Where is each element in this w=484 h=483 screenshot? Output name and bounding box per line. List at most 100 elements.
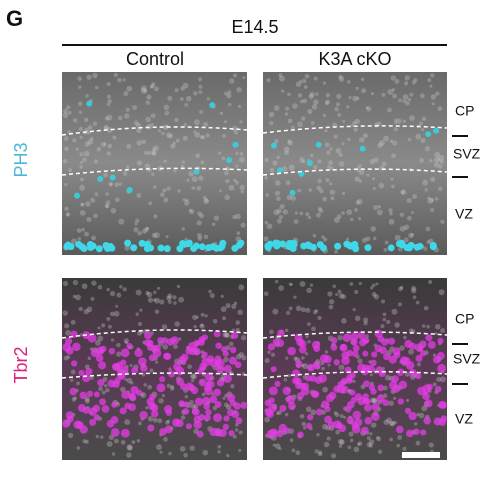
cell bbox=[306, 422, 313, 429]
cell bbox=[116, 292, 122, 298]
cell bbox=[136, 160, 142, 166]
cell bbox=[363, 403, 372, 412]
cell bbox=[209, 395, 218, 404]
cell bbox=[193, 168, 200, 175]
cell bbox=[92, 121, 98, 127]
cell bbox=[195, 315, 199, 319]
cell bbox=[293, 219, 299, 225]
cell bbox=[145, 116, 151, 123]
cell bbox=[161, 131, 165, 136]
cell bbox=[341, 191, 346, 196]
cell bbox=[289, 189, 296, 196]
cell bbox=[168, 367, 172, 371]
cell bbox=[267, 350, 271, 355]
cell bbox=[338, 76, 345, 82]
cell bbox=[72, 118, 78, 123]
cell bbox=[369, 397, 376, 403]
cell bbox=[279, 404, 287, 412]
cell bbox=[425, 226, 431, 232]
cell bbox=[359, 137, 365, 143]
cell bbox=[68, 168, 73, 172]
cell bbox=[165, 420, 170, 425]
cell bbox=[322, 113, 327, 118]
cell bbox=[346, 209, 353, 216]
cell bbox=[390, 177, 394, 181]
cell bbox=[189, 400, 194, 405]
cell bbox=[237, 104, 242, 109]
cell bbox=[402, 119, 406, 124]
cell bbox=[382, 312, 387, 317]
cell bbox=[122, 171, 128, 176]
cell bbox=[381, 299, 386, 304]
cell bbox=[434, 162, 440, 168]
cell bbox=[389, 139, 394, 144]
cell bbox=[349, 282, 354, 286]
cell bbox=[185, 95, 192, 102]
layer-label: CP bbox=[455, 311, 474, 327]
cell bbox=[225, 303, 231, 309]
cell bbox=[73, 192, 80, 199]
cell bbox=[341, 294, 347, 300]
cell bbox=[276, 196, 281, 202]
cell bbox=[130, 381, 134, 385]
cell bbox=[98, 386, 103, 392]
cell bbox=[388, 420, 395, 426]
cell bbox=[192, 314, 198, 320]
cell bbox=[427, 78, 432, 83]
cell bbox=[77, 101, 83, 107]
cell bbox=[423, 416, 431, 425]
cell bbox=[346, 416, 355, 425]
cell bbox=[362, 133, 369, 139]
cell bbox=[396, 443, 401, 448]
cell bbox=[170, 143, 176, 149]
cell bbox=[302, 363, 309, 370]
cell bbox=[430, 207, 435, 213]
cell bbox=[116, 351, 122, 357]
cell bbox=[325, 99, 331, 105]
cell bbox=[124, 378, 128, 382]
cell bbox=[352, 95, 358, 102]
cell bbox=[106, 94, 111, 99]
cell bbox=[394, 118, 398, 122]
cell bbox=[174, 117, 179, 123]
cell bbox=[228, 430, 235, 437]
cell bbox=[349, 372, 356, 379]
cell bbox=[166, 383, 171, 388]
cell bbox=[78, 85, 82, 89]
cell bbox=[326, 165, 332, 170]
cell bbox=[114, 182, 120, 187]
cell bbox=[79, 184, 86, 191]
cell bbox=[396, 118, 402, 124]
cell bbox=[413, 422, 418, 426]
cell bbox=[222, 423, 229, 431]
cell bbox=[198, 243, 206, 251]
cell bbox=[386, 417, 392, 423]
cell bbox=[327, 363, 331, 367]
cell bbox=[228, 102, 232, 107]
cell bbox=[70, 319, 76, 325]
cell bbox=[134, 222, 138, 226]
cell bbox=[430, 73, 435, 78]
cell bbox=[368, 443, 373, 448]
cell bbox=[235, 241, 243, 249]
cell bbox=[301, 421, 307, 427]
cell bbox=[398, 98, 402, 103]
cell bbox=[190, 373, 196, 380]
cell bbox=[239, 152, 244, 156]
cell bbox=[355, 200, 360, 205]
cell bbox=[62, 419, 71, 428]
cell bbox=[186, 178, 190, 182]
cell bbox=[328, 182, 333, 186]
cell bbox=[224, 91, 229, 96]
cell bbox=[205, 133, 210, 138]
cell bbox=[72, 294, 77, 299]
cell bbox=[135, 289, 142, 296]
cell bbox=[64, 241, 72, 249]
cell bbox=[180, 415, 186, 420]
cell bbox=[206, 355, 215, 363]
cell bbox=[369, 158, 375, 165]
cell bbox=[287, 346, 296, 356]
layer-label: CP bbox=[455, 103, 474, 119]
cell bbox=[428, 280, 433, 285]
cell bbox=[95, 245, 103, 253]
